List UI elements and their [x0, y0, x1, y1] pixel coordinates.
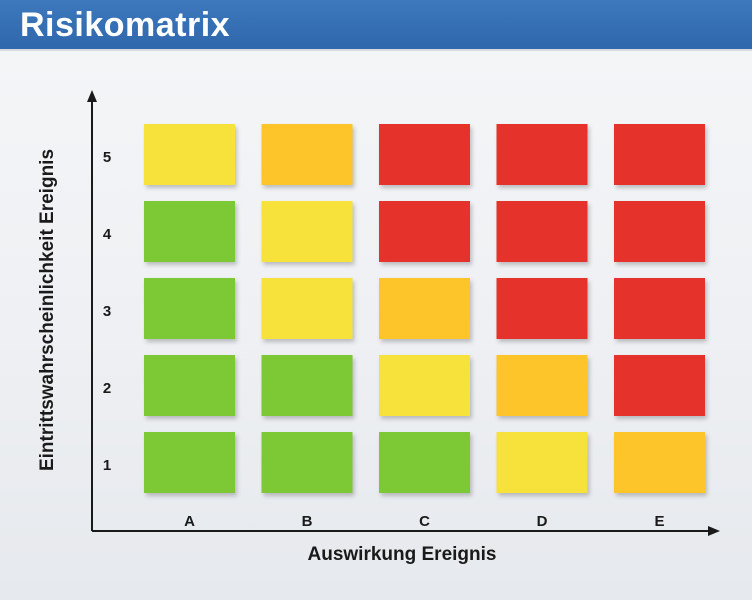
risk-cell-c2 [379, 355, 470, 416]
risk-cell-c1 [379, 432, 470, 493]
risk-cell-a2 [144, 355, 235, 416]
risk-cell-e2 [614, 355, 705, 416]
risk-cell-b2 [261, 355, 353, 416]
risk-cell-a3 [144, 278, 235, 339]
x-tick-label-b: B [302, 513, 313, 530]
risk-cell-d3 [496, 278, 588, 339]
matrix-cells [144, 124, 705, 493]
risk-cell-a4 [144, 201, 235, 262]
risk-cell-a1 [144, 432, 235, 493]
y-tick-label-4: 4 [103, 226, 112, 243]
risk-cell-e3 [614, 278, 705, 339]
y-tick-label-2: 2 [103, 380, 111, 397]
risk-cell-e1 [614, 432, 705, 493]
y-tick-label-3: 3 [103, 303, 111, 320]
y-axis-label: Eintrittswahrscheinlichkeit Ereignis [37, 149, 58, 471]
risk-cell-b3 [261, 278, 353, 339]
risk-cell-d4 [496, 201, 588, 262]
x-tick-label-a: A [184, 513, 195, 530]
risk-cell-d1 [496, 432, 588, 493]
axes [87, 90, 720, 536]
y-axis-arrow-icon [87, 90, 97, 102]
y-tick-labels: 1 2 3 4 5 [103, 149, 112, 474]
x-axis-label: Auswirkung Ereignis [308, 544, 497, 565]
y-tick-label-1: 1 [103, 457, 111, 474]
risk-cell-b1 [261, 432, 353, 493]
risk-cell-c4 [379, 201, 470, 262]
risk-cell-d2 [496, 355, 588, 416]
risk-cell-b4 [261, 201, 353, 262]
risk-cell-d5 [496, 124, 588, 185]
risk-cell-c3 [379, 278, 470, 339]
y-tick-label-5: 5 [103, 149, 111, 166]
title-bar: Risikomatrix [0, 0, 752, 51]
x-tick-label-c: C [419, 513, 430, 530]
risk-cell-b5 [261, 124, 353, 185]
risk-cell-c5 [379, 124, 470, 185]
risk-cell-e4 [614, 201, 705, 262]
risk-cell-a5 [144, 124, 235, 185]
x-axis-arrow-icon [708, 526, 720, 536]
x-tick-label-d: D [537, 513, 548, 530]
page-title: Risikomatrix [20, 6, 231, 44]
x-tick-labels: A B C D E [184, 513, 664, 530]
risk-cell-e5 [614, 124, 705, 185]
x-tick-label-e: E [654, 513, 664, 530]
